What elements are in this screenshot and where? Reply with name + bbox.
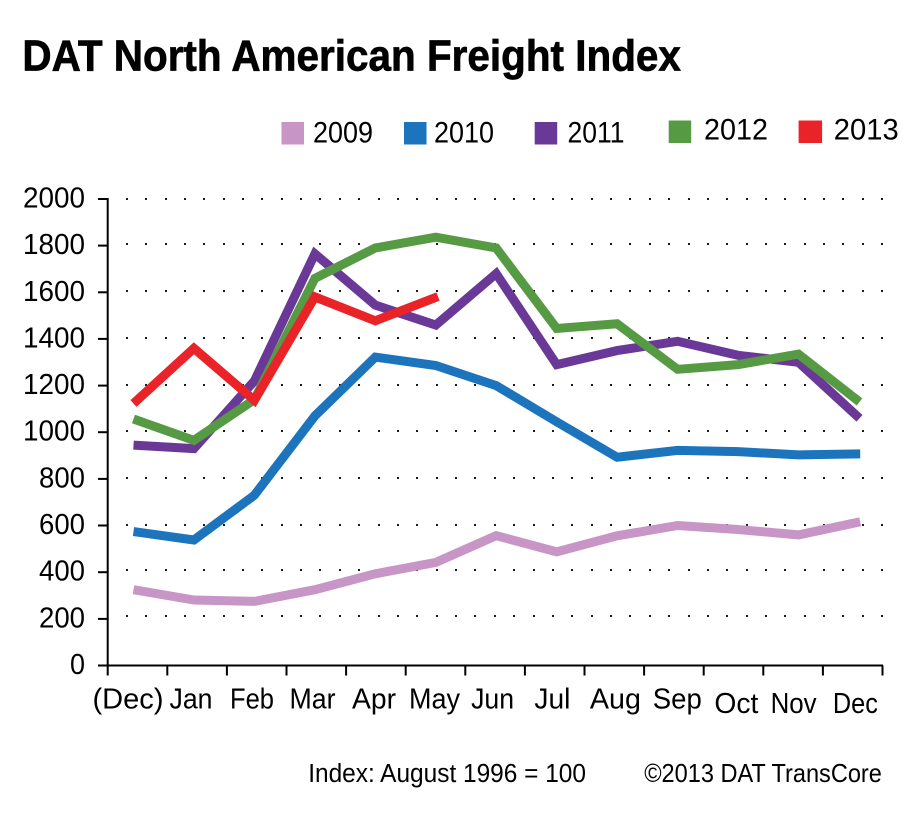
- svg-text:Index: August 1996 = 100: Index: August 1996 = 100: [308, 759, 586, 788]
- svg-text:Oct: Oct: [714, 688, 758, 720]
- svg-text:0: 0: [70, 649, 85, 681]
- svg-text:Aug: Aug: [590, 684, 641, 716]
- svg-text:©2013 DAT TransCore: ©2013 DAT TransCore: [644, 760, 882, 788]
- svg-text:Feb: Feb: [230, 684, 274, 716]
- svg-text:2011: 2011: [568, 117, 625, 150]
- svg-text:May: May: [409, 684, 460, 716]
- svg-text:800: 800: [39, 462, 85, 494]
- svg-text:Apr: Apr: [352, 684, 396, 716]
- svg-text:Jul: Jul: [534, 684, 570, 716]
- svg-text:Jun: Jun: [471, 684, 514, 716]
- svg-text:Nov: Nov: [771, 688, 817, 720]
- svg-text:400: 400: [39, 556, 85, 588]
- svg-text:(Dec): (Dec): [93, 684, 164, 716]
- svg-text:1800: 1800: [23, 229, 85, 261]
- svg-text:Jan: Jan: [170, 684, 213, 716]
- svg-text:2012: 2012: [704, 114, 768, 147]
- svg-text:1000: 1000: [23, 416, 85, 448]
- svg-text:600: 600: [39, 509, 85, 541]
- svg-text:Dec: Dec: [833, 688, 878, 720]
- svg-text:2000: 2000: [23, 183, 85, 215]
- svg-text:1400: 1400: [23, 322, 85, 354]
- svg-text:2013: 2013: [834, 114, 899, 147]
- svg-text:Sep: Sep: [653, 684, 702, 716]
- svg-text:200: 200: [39, 602, 85, 634]
- svg-text:2010: 2010: [434, 117, 494, 150]
- svg-text:DAT North American Freight Ind: DAT North American Freight Index: [22, 31, 681, 80]
- svg-text:1600: 1600: [23, 276, 85, 308]
- svg-text:2009: 2009: [313, 117, 373, 150]
- svg-text:1200: 1200: [23, 369, 85, 401]
- svg-text:Mar: Mar: [290, 684, 336, 716]
